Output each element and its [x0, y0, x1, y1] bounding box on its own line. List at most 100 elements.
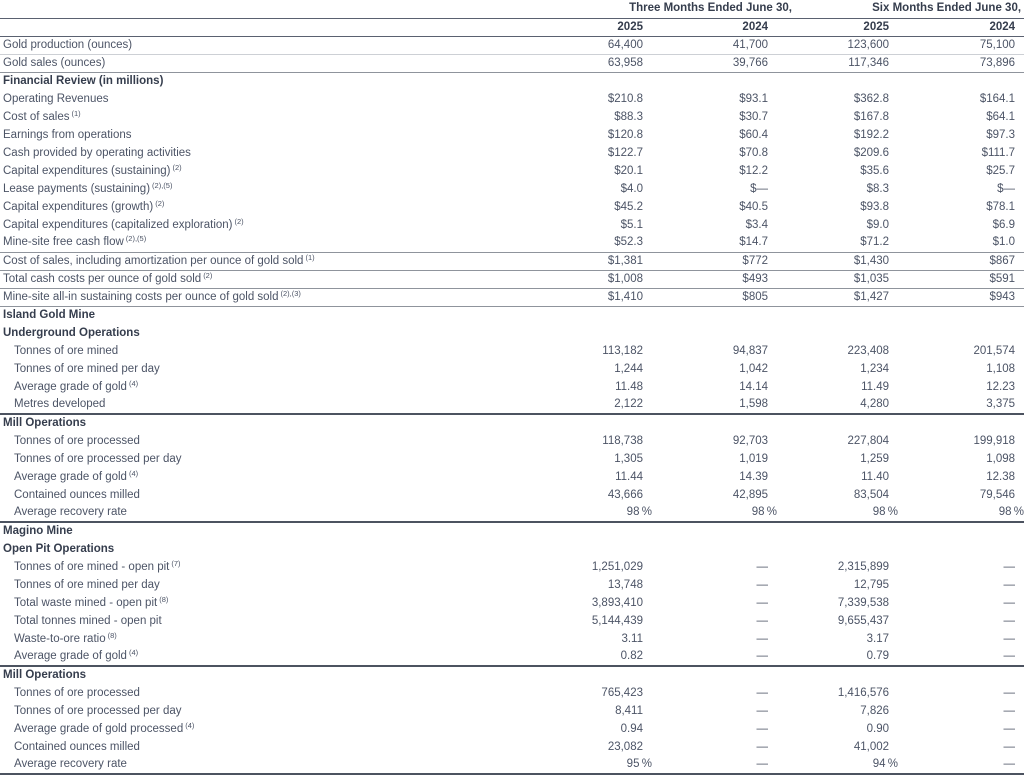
table-row: Tonnes of ore mined per day 1,244 1,042 1,2…: [0, 360, 1024, 378]
section-header-row: Mill Operations: [0, 414, 1024, 432]
value-cell: 1,305: [614, 452, 643, 465]
table-row: Tonnes of ore processed 765,423 — 1,416,576…: [0, 684, 1024, 702]
value-cell: 3.17: [866, 632, 890, 645]
table-row: Average recovery rate 98 % 98 % 98 % 98 %: [0, 504, 1024, 523]
row-label: Tonnes of ore mined - open pit (7): [14, 558, 181, 573]
row-label: Average grade of gold processed (4): [14, 720, 195, 735]
value-cell: —: [1003, 614, 1016, 627]
value-cell: $867: [890, 252, 1024, 271]
value-cell: —: [756, 740, 769, 753]
year-header: 2024: [645, 18, 796, 37]
value-cell: 43,666: [607, 488, 643, 501]
percent-value: 95 %: [626, 758, 652, 770]
table-row: Gold sales (ounces) 63,958 39,766 117,346 73…: [0, 54, 1024, 73]
value-cell: 1,598: [645, 396, 796, 415]
table-row: Average grade of gold processed (4) 0.94 — 0…: [0, 720, 1024, 738]
value-cell: 4,280: [795, 396, 891, 415]
empty-corner-cell: [0, 0, 515, 19]
value-cell: $3.4: [745, 218, 769, 231]
footnote-ref: (4): [128, 378, 139, 388]
value-cell: —: [756, 704, 769, 717]
row-label: Total tonnes mined - open pit: [14, 614, 162, 627]
value-cell: $35.6: [860, 164, 890, 177]
value-cell: —: [645, 648, 796, 667]
footnote-ref: (2),(3): [280, 288, 301, 298]
row-label: Cash provided by operating activities: [3, 146, 191, 159]
table-row: Lease payments (sustaining) (2),(5) $4.0 $—…: [0, 180, 1024, 198]
footnote-ref: (8): [159, 594, 169, 604]
value-cell: 11.48: [615, 380, 643, 393]
value-cell: 765,423: [601, 686, 643, 699]
value-cell: 0.82: [515, 648, 645, 667]
value-cell: $167.8: [853, 110, 890, 123]
section-header-row: Open Pit Operations: [0, 540, 1024, 558]
footnote-ref: (8): [107, 630, 117, 640]
value-cell: 73,896: [890, 54, 1024, 73]
value-cell: 2,122: [515, 396, 645, 415]
section-title: Open Pit Operations: [3, 542, 115, 555]
value-cell: $93.8: [860, 200, 890, 213]
period-header-six-months: Six Months Ended June 30,: [795, 0, 1024, 19]
value-cell: 118,738: [602, 434, 643, 447]
value-cell: 8,411: [615, 704, 643, 717]
table-row: Capital expenditures (growth) (2) $45.2 $40…: [0, 198, 1024, 216]
value-cell: 1,234: [860, 362, 890, 375]
empty-corner-cell: [0, 18, 515, 37]
value-cell: 1,259: [860, 452, 890, 465]
value-cell: —: [645, 756, 796, 775]
section-title: Underground Operations: [3, 326, 140, 339]
value-cell: $209.6: [853, 146, 890, 159]
value-cell: $493: [645, 270, 796, 289]
value-cell: $88.3: [614, 110, 643, 123]
section-title: Financial Review (in millions): [3, 74, 164, 87]
value-cell: $122.7: [607, 146, 643, 159]
value-cell: 39,766: [645, 54, 796, 73]
row-label: Earnings from operations: [3, 128, 132, 141]
table-row: Cash provided by operating activities $12…: [0, 144, 1024, 162]
value-cell: $164.1: [979, 92, 1016, 105]
value-cell: 12,795: [853, 578, 890, 591]
footnote-ref: (2),(5): [125, 234, 147, 244]
value-cell: 7,826: [860, 704, 890, 717]
value-cell: 227,804: [847, 434, 890, 447]
value-cell: $591: [890, 270, 1024, 289]
table-body: Gold production (ounces) 64,400 41,700 123,…: [0, 36, 1024, 775]
value-cell: —: [1003, 578, 1016, 591]
value-cell: $45.2: [614, 200, 643, 213]
table-row: Tonnes of ore mined - open pit (7) 1,251,0…: [0, 558, 1024, 576]
table-row: Average grade of gold (4) 11.48 14.14 11.49 1…: [0, 378, 1024, 396]
value-cell: $60.4: [739, 128, 769, 141]
row-label: Average grade of gold (4): [14, 378, 139, 393]
row-label: Average recovery rate: [0, 504, 515, 523]
value-cell: 63,958: [515, 54, 645, 73]
footnote-ref: (2),(5): [152, 180, 173, 190]
table-row: Total waste mined - open pit (8) 3,893,410…: [0, 594, 1024, 612]
table-row: Total tonnes mined - open pit 5,144,439 — 9…: [0, 612, 1024, 630]
row-label: Mine-site free cash flow (2),(5): [0, 234, 515, 253]
value-cell: 199,918: [973, 434, 1016, 447]
table-row: Mine-site free cash flow (2),(5) $52.3 $14.…: [0, 234, 1024, 253]
value-cell: 1,244: [614, 362, 643, 375]
value-cell: —: [1003, 686, 1016, 699]
value-cell: 98 %: [645, 504, 796, 523]
value-cell: $1,008: [515, 270, 645, 289]
value-cell: 223,408: [847, 344, 890, 357]
section-title: Mill Operations: [3, 669, 87, 681]
table-row: Tonnes of ore processed 118,738 92,703 227,…: [0, 432, 1024, 450]
value-cell: 79,546: [979, 488, 1016, 501]
year-header: 2024: [890, 18, 1024, 37]
section-header-row: Underground Operations: [0, 324, 1024, 342]
footnote-ref: (4): [128, 648, 139, 657]
value-cell: 11.44: [615, 470, 643, 483]
value-cell: 113,182: [602, 344, 643, 357]
value-cell: $805: [645, 288, 796, 307]
percent-value: 98 %: [751, 506, 778, 518]
section-header-row: Island Gold Mine: [0, 306, 1024, 324]
footnote-ref: (2): [155, 198, 165, 208]
table-row: Average grade of gold (4) 0.82—0.79—: [0, 648, 1024, 667]
row-label: Average recovery rate: [0, 756, 515, 775]
value-cell: 9,655,437: [837, 614, 890, 627]
value-cell: 92,703: [732, 434, 769, 447]
row-label: Operating Revenues: [3, 92, 109, 105]
value-cell: 0.94: [620, 722, 643, 735]
